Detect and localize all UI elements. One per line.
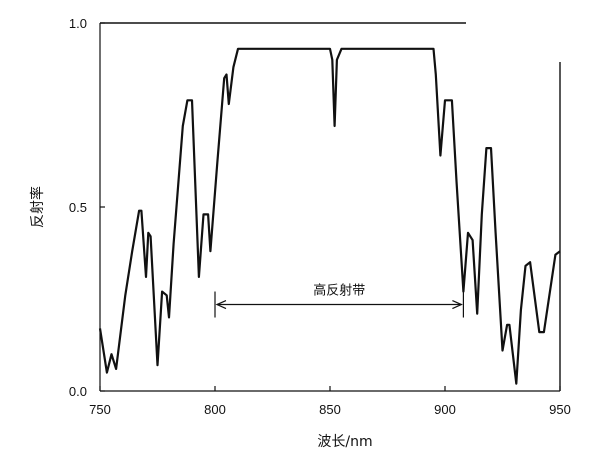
tick-labels: 750 800 850 900 950 0.0 0.5 1.0 — [69, 16, 571, 417]
x-tick-label: 950 — [549, 402, 571, 417]
x-tick-label: 800 — [204, 402, 226, 417]
y-tick-label: 1.0 — [69, 16, 87, 31]
axis-ticks — [99, 22, 561, 392]
reflectance-series-line — [98, 47, 561, 385]
y-tick-label: 0.5 — [69, 200, 87, 215]
x-tick-label: 900 — [434, 402, 456, 417]
y-axis-title: 反射率 — [29, 186, 46, 228]
x-tick-label: 750 — [89, 402, 111, 417]
band-annotation-label: 高反射带 — [313, 283, 365, 299]
x-axis-title: 波长/nm — [317, 434, 372, 450]
y-tick-label: 0.0 — [69, 384, 87, 399]
series-layer — [98, 47, 561, 385]
annotation-layer: 高反射带 — [214, 283, 464, 318]
band-arrow-right-head — [452, 299, 463, 310]
chart-frame — [99, 22, 561, 392]
band-arrow-left-head — [215, 299, 227, 310]
x-tick-label: 850 — [319, 402, 341, 417]
